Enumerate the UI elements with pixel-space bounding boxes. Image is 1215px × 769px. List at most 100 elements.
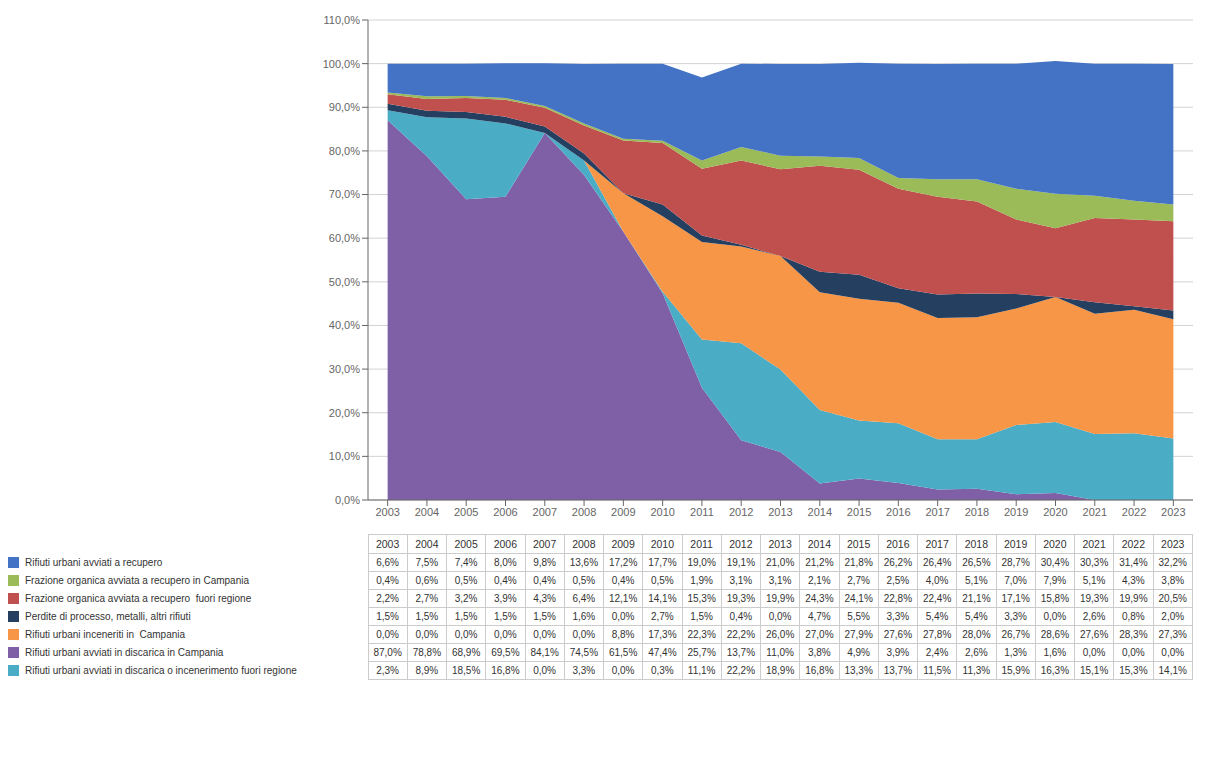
html-text:Frazione organica avviata a re: Frazione organica avviata a recupero in … (25, 575, 249, 586)
html-text:2005: 2005 (454, 538, 478, 550)
html-text:0,6%: 0,6% (415, 575, 439, 586)
html-text:2,2%: 2,2% (376, 593, 399, 604)
html-text:7,5%: 7,5% (415, 557, 439, 568)
html-text:0,4%: 0,4% (376, 575, 399, 586)
svg-text:20,0%: 20,0% (329, 407, 360, 419)
svg-text:2021: 2021 (1083, 506, 1107, 518)
svg-text:90,0%: 90,0% (329, 101, 360, 113)
html-text:28,7%: 28,7% (1001, 557, 1030, 568)
svg-text:2014: 2014 (808, 506, 832, 518)
svg-text:2011: 2011 (690, 506, 714, 518)
svg-text:50,0%: 50,0% (329, 276, 360, 288)
html-text:2020: 2020 (1043, 538, 1067, 550)
html-text:2009: 2009 (611, 538, 635, 550)
svg-text:10,0%: 10,0% (329, 450, 360, 462)
svg-text:2003: 2003 (375, 506, 399, 518)
svg-text:100,0%: 100,0% (323, 58, 361, 70)
html-text:0,4%: 0,4% (611, 575, 635, 586)
html-text:19,0%: 19,0% (687, 557, 716, 568)
svg-text:2004: 2004 (415, 506, 439, 518)
html-text:5,1%: 5,1% (965, 575, 988, 586)
svg-text:2023: 2023 (1161, 506, 1185, 518)
svg-text:2006: 2006 (493, 506, 517, 518)
html-text:19,1%: 19,1% (726, 557, 755, 568)
html-text:3,8%: 3,8% (1161, 575, 1185, 586)
html-text:2012: 2012 (729, 538, 753, 550)
html-text:2023: 2023 (1161, 538, 1185, 550)
svg-text:2015: 2015 (847, 506, 871, 518)
html-text:0,4%: 0,4% (533, 575, 556, 586)
svg-text:2016: 2016 (886, 506, 910, 518)
html-text:31,4%: 31,4% (1119, 557, 1148, 568)
html-text:7,9%: 7,9% (1043, 575, 1067, 586)
svg-text:2018: 2018 (965, 506, 989, 518)
html-text:2021: 2021 (1082, 538, 1106, 550)
html-text:26,2%: 26,2% (883, 557, 912, 568)
html-text:2018: 2018 (964, 538, 988, 550)
html-text:21,2%: 21,2% (805, 557, 834, 568)
svg-text:2019: 2019 (1004, 506, 1028, 518)
html-text:2,7%: 2,7% (847, 575, 870, 586)
svg-text:70,0%: 70,0% (329, 188, 360, 200)
html-text:2019: 2019 (1003, 538, 1028, 550)
html-text:9,8%: 9,8% (533, 557, 556, 568)
html-text:2014: 2014 (807, 538, 831, 550)
svg-text:0,0%: 0,0% (335, 494, 360, 506)
html-text:7,0%: 7,0% (1004, 575, 1027, 586)
svg-text:2020: 2020 (1043, 506, 1067, 518)
svg-text:2010: 2010 (650, 506, 674, 518)
html-text:32,2%: 32,2% (1158, 557, 1187, 568)
html-text:17,7%: 17,7% (648, 557, 677, 568)
svg-text:40,0%: 40,0% (329, 319, 360, 331)
html-text:2011: 2011 (690, 538, 713, 550)
html-text:Frazione organica avviata a re: Frazione organica avviata a recupero fuo… (25, 593, 252, 604)
html-text:0,5%: 0,5% (572, 575, 596, 586)
html-text:2,5%: 2,5% (886, 575, 910, 586)
html-text:2007: 2007 (532, 538, 557, 550)
html-text:2006: 2006 (493, 538, 517, 550)
html-text:26,5%: 26,5% (962, 557, 991, 568)
html-text:7,4%: 7,4% (454, 557, 478, 568)
html-text:3,1%: 3,1% (729, 575, 753, 586)
html-text:2010: 2010 (650, 538, 674, 550)
html-text:Rifiuti urbani avviati a recup: Rifiuti urbani avviati a recupero (25, 557, 163, 568)
html-text:2015: 2015 (846, 538, 871, 550)
svg-text:2012: 2012 (729, 506, 753, 518)
html-text:2013: 2013 (768, 538, 792, 550)
html-text:4,3%: 4,3% (1122, 575, 1145, 586)
svg-text:60,0%: 60,0% (329, 232, 360, 244)
svg-text:2005: 2005 (454, 506, 478, 518)
html-text:2,1%: 2,1% (808, 575, 831, 586)
html-text:6,6%: 6,6% (376, 557, 399, 568)
html-text:13,6%: 13,6% (569, 557, 598, 568)
html-text:30,4%: 30,4% (1040, 557, 1069, 568)
html-text:0,5%: 0,5% (454, 575, 478, 586)
svg-text:2017: 2017 (925, 506, 949, 518)
html-text:30,3%: 30,3% (1079, 557, 1109, 568)
html-text:2022: 2022 (1121, 538, 1145, 550)
html-text:8,0%: 8,0% (494, 557, 517, 568)
svg-text:30,0%: 30,0% (329, 363, 360, 375)
html-text:17,2%: 17,2% (608, 557, 638, 568)
html-text:26,4%: 26,4% (922, 557, 952, 568)
html-text:21,0%: 21,0% (765, 557, 795, 568)
html-text:0,5%: 0,5% (651, 575, 674, 586)
html-text:5,1%: 5,1% (1082, 575, 1106, 586)
svg-text:2009: 2009 (611, 506, 635, 518)
html-text:21,8%: 21,8% (844, 557, 873, 568)
html-text:2017: 2017 (925, 538, 949, 550)
svg-text:80,0%: 80,0% (329, 145, 360, 157)
html-text:2004: 2004 (415, 538, 439, 550)
html-text:1,9%: 1,9% (690, 575, 713, 586)
html-text:2016: 2016 (886, 538, 910, 550)
svg-text:2013: 2013 (768, 506, 792, 518)
html-text:0,4%: 0,4% (494, 575, 517, 586)
svg-text:2008: 2008 (572, 506, 596, 518)
svg-text:2007: 2007 (533, 506, 557, 518)
html-text:2003: 2003 (375, 538, 400, 550)
html-text:4,0%: 4,0% (925, 575, 949, 586)
svg-text:2022: 2022 (1122, 506, 1146, 518)
html-text:3,1%: 3,1% (768, 575, 792, 586)
svg-text:110,0%: 110,0% (324, 14, 361, 26)
html-text:2008: 2008 (572, 538, 596, 550)
